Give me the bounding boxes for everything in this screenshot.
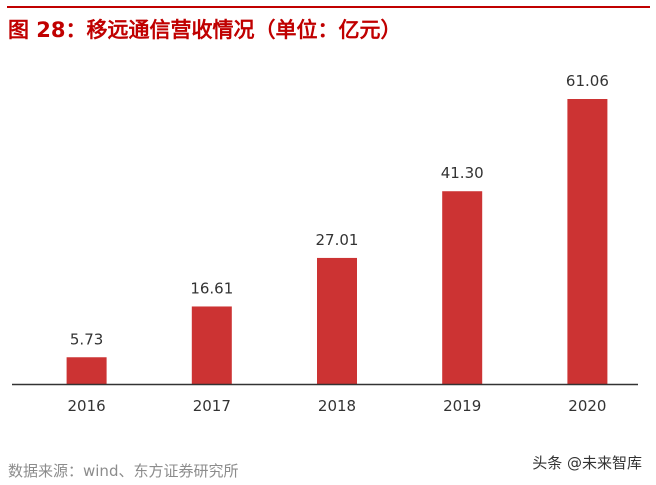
data-label: 41.30 <box>441 164 484 182</box>
data-label: 5.73 <box>70 330 103 348</box>
bar-2017 <box>191 306 232 384</box>
data-label: 61.06 <box>566 72 609 90</box>
bar-2018 <box>317 257 357 384</box>
source-note: 数据来源：wind、东方证券研究所 <box>8 462 239 480</box>
bar-2020 <box>567 99 608 384</box>
bar-2019 <box>442 191 483 384</box>
bar-2016 <box>66 357 107 384</box>
title-rule <box>7 6 650 8</box>
watermark: 头条 @未来智库 <box>532 454 642 472</box>
data-label: 27.01 <box>316 231 359 249</box>
x-tick-label: 2018 <box>318 397 356 415</box>
x-tick-label: 2017 <box>193 397 231 415</box>
data-label: 16.61 <box>190 279 233 297</box>
chart-title: 图 28：移远通信营收情况（单位：亿元） <box>8 18 402 42</box>
x-tick-label: 2019 <box>443 397 481 415</box>
x-tick-label: 2016 <box>68 397 106 415</box>
x-tick-label: 2020 <box>568 397 606 415</box>
